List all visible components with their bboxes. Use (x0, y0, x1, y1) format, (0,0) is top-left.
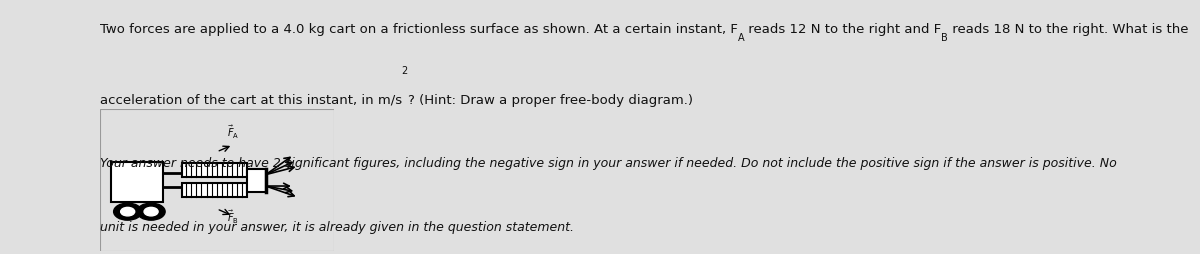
Text: reads 12 N to the right and F: reads 12 N to the right and F (744, 23, 941, 36)
Circle shape (121, 207, 134, 216)
Text: acceleration of the cart at this instant, in m/s: acceleration of the cart at this instant… (100, 94, 402, 107)
Text: ? (Hint: Draw a proper free-body diagram.): ? (Hint: Draw a proper free-body diagram… (408, 94, 692, 107)
Circle shape (144, 207, 158, 216)
Text: unit is needed in your answer, it is already given in the question statement.: unit is needed in your answer, it is alr… (100, 221, 574, 234)
Circle shape (137, 203, 166, 220)
Text: B: B (941, 33, 948, 43)
Text: Your answer needs to have 2 significant figures, including the negative sign in : Your answer needs to have 2 significant … (100, 157, 1116, 170)
Text: A: A (738, 33, 744, 43)
Text: reads 18 N to the right. What is the: reads 18 N to the right. What is the (948, 23, 1188, 36)
Bar (112, 162, 163, 202)
Circle shape (114, 203, 142, 220)
Text: $\vec{F}_{\mathrm{B}}$: $\vec{F}_{\mathrm{B}}$ (227, 209, 239, 226)
Bar (181, 183, 247, 197)
Bar (100, 109, 334, 251)
Text: Two forces are applied to a 4.0 kg cart on a frictionless surface as shown. At a: Two forces are applied to a 4.0 kg cart … (100, 23, 738, 36)
Text: 2: 2 (402, 66, 408, 76)
Bar (181, 163, 247, 178)
Text: $\vec{F}_{\mathrm{A}}$: $\vec{F}_{\mathrm{A}}$ (227, 123, 239, 140)
Bar (247, 169, 265, 192)
